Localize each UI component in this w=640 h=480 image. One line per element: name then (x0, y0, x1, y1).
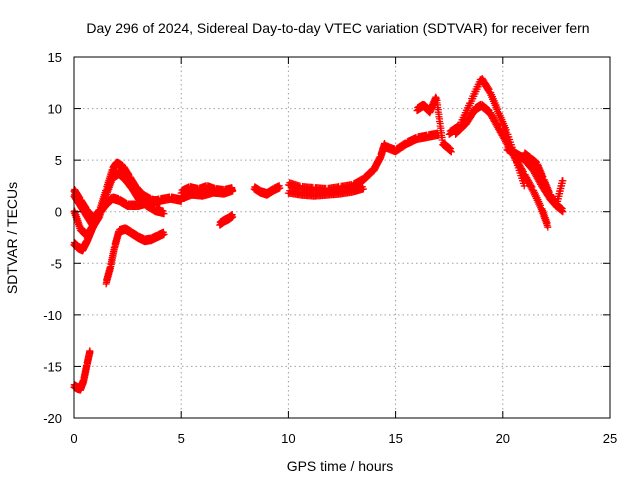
data-point (559, 177, 567, 185)
data-point-fill (446, 144, 454, 152)
data-point-fill (484, 84, 492, 92)
series-arc-f (70, 347, 94, 394)
data-point (91, 218, 99, 226)
data-point-fill (502, 126, 510, 134)
series-arc-m (381, 129, 442, 156)
series-arc-k (284, 139, 389, 195)
x-tick-label: 0 (70, 431, 77, 446)
data-point-fill (501, 135, 509, 143)
data-point (544, 223, 552, 231)
series-arc-l (284, 183, 367, 200)
data-point (229, 213, 237, 221)
y-tick-label: 15 (48, 50, 62, 65)
y-tick-label: -10 (43, 308, 62, 323)
data-point-fill (519, 166, 527, 174)
x-tick-label: 5 (178, 431, 185, 446)
x-tick-label: 15 (388, 431, 402, 446)
data-point (160, 230, 168, 238)
data-point-fill (494, 105, 502, 113)
data-point-fill (527, 181, 535, 189)
series-arc-d (70, 216, 99, 255)
y-tick-label: -5 (50, 256, 62, 271)
y-tick-label: -20 (43, 411, 62, 426)
x-tick-label: 25 (603, 431, 617, 446)
chart-title: Day 296 of 2024, Sidereal Day-to-day VTE… (86, 20, 589, 36)
plot-frame (73, 56, 611, 419)
data-point (447, 148, 455, 156)
series-arc-r (520, 149, 567, 211)
series-arc-e (102, 224, 168, 288)
series-arc-n (413, 93, 455, 156)
data-point-fill (537, 201, 545, 209)
data-point-fill (493, 120, 501, 128)
data-point-fill (438, 133, 446, 141)
series-arc-h (177, 185, 237, 203)
data-point (559, 208, 567, 216)
y-tick-label: -15 (43, 359, 62, 374)
x-tick-label: 20 (496, 431, 510, 446)
series-arc-j (250, 182, 284, 199)
data-point (229, 187, 237, 195)
data-point (86, 348, 94, 356)
data-point (276, 184, 284, 192)
data-point (160, 210, 168, 218)
series-arc-i (216, 211, 237, 229)
x-tick-label: 10 (281, 431, 295, 446)
data-point (359, 185, 367, 193)
data-point (520, 182, 528, 190)
y-tick-label: 5 (55, 153, 62, 168)
x-axis-label: GPS time / hours (287, 458, 394, 474)
y-tick-label: 0 (55, 205, 62, 220)
data-point-fill (446, 145, 454, 153)
y-tick-label: 10 (48, 102, 62, 117)
y-axis-label: SDTVAR / TECUs (4, 182, 20, 294)
